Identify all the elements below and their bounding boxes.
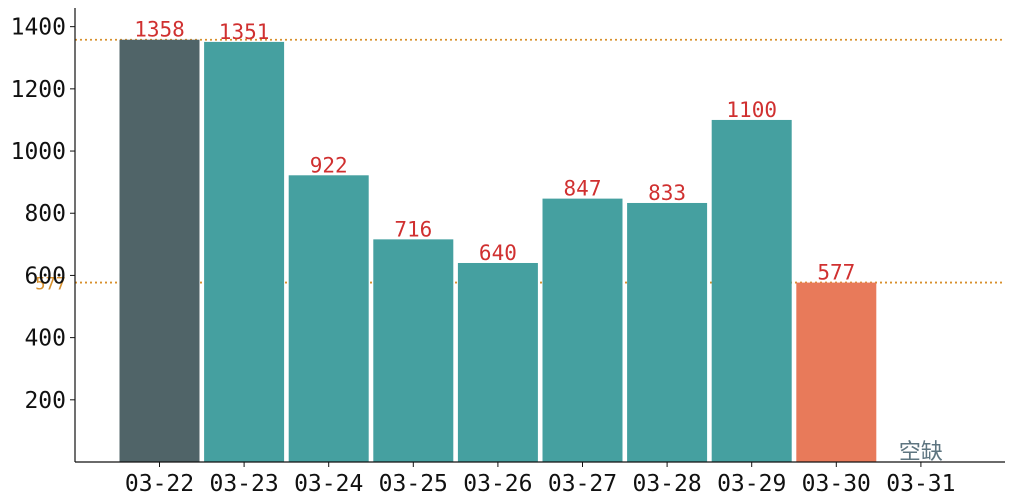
y-axis-ticks: 200 400 600 800 1000 1200 1400 [11, 15, 75, 414]
x-tick-label-03-29: 03-29 [717, 471, 786, 497]
bar-03-30 [796, 282, 877, 462]
data-label-03-24: 922 [310, 153, 348, 177]
x-tick-label-03-31: 03-31 [886, 471, 955, 497]
bar-03-23 [204, 41, 285, 462]
missing-label-03-31: 空缺 [899, 440, 943, 465]
y-tick-label-1400: 1400 [11, 15, 66, 41]
x-tick-label-03-30: 03-30 [802, 471, 871, 497]
y-tick-label-1000: 1000 [11, 139, 66, 165]
x-tick-label-03-25: 03-25 [379, 471, 448, 497]
data-label-03-22: 1358 [134, 18, 185, 42]
bars [119, 39, 877, 463]
x-tick-label-03-26: 03-26 [463, 471, 532, 497]
bar-03-26 [457, 262, 538, 462]
bar-03-22 [119, 39, 200, 463]
x-tick-label-03-23: 03-23 [209, 471, 278, 497]
bar-03-28 [627, 202, 708, 462]
bar-03-25 [373, 239, 454, 462]
y-tick-label-1200: 1200 [11, 77, 66, 103]
y-tick-label-600: 600 [24, 263, 66, 289]
x-tick-label-03-28: 03-28 [632, 471, 701, 497]
bar-03-29 [711, 119, 792, 463]
x-tick-label-03-24: 03-24 [294, 471, 363, 497]
x-axis-ticks: 03-22 03-23 03-24 03-25 03-26 03-27 03-28 03-29… [125, 462, 956, 497]
x-tick-label-03-27: 03-27 [548, 471, 617, 497]
bar-03-27 [542, 198, 623, 463]
y-tick-label-400: 400 [24, 326, 66, 352]
y-tick-label-800: 800 [24, 201, 66, 227]
y-tick-label-200: 200 [24, 388, 66, 414]
data-label-03-25: 716 [394, 217, 432, 241]
data-label-03-30: 577 [817, 261, 855, 285]
bar-03-24 [288, 175, 369, 462]
x-tick-label-03-22: 03-22 [125, 471, 194, 497]
data-label-03-26: 640 [479, 241, 517, 265]
data-label-03-27: 847 [564, 177, 602, 201]
data-labels: 1358 1351 922 716 640 847 833 1100 577 空缺 [134, 18, 943, 465]
data-label-03-29: 1100 [726, 98, 777, 122]
data-label-03-23: 1351 [219, 20, 270, 44]
data-label-03-28: 833 [648, 181, 686, 205]
reference-line-label-577: 577 [35, 275, 66, 295]
